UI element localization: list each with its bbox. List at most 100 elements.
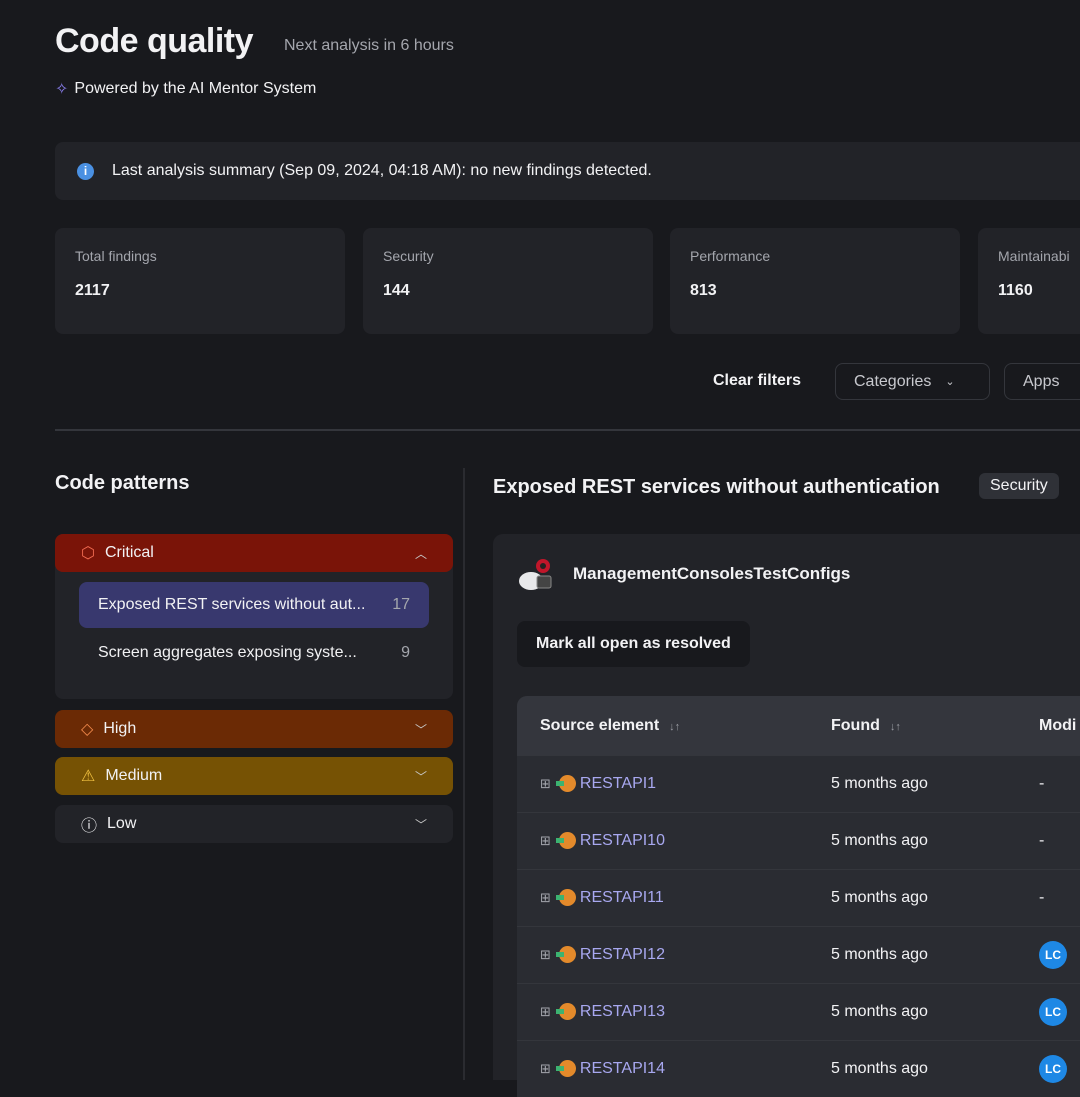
found-value: 5 months ago <box>831 946 928 963</box>
severity-label: Critical <box>104 544 154 561</box>
rest-api-icon <box>555 946 576 964</box>
next-analysis-text: Next analysis in 6 hours <box>284 37 454 54</box>
modified-value: - <box>1039 889 1045 906</box>
table-header: Source element ↓↑ Found ↓↑ Modi <box>517 696 1080 755</box>
chevron-down-icon: ﹀ <box>414 722 427 737</box>
info-icon: i <box>77 162 94 180</box>
stat-card-total[interactable]: Total findings 2117 <box>55 228 345 334</box>
sort-icon[interactable]: ↓↑ <box>889 720 901 733</box>
source-element-link[interactable]: RESTAPI13 <box>579 1003 665 1020</box>
stat-label: Total findings <box>75 248 157 264</box>
pattern-count: 9 <box>401 644 410 661</box>
stat-card-security[interactable]: Security 144 <box>363 228 653 334</box>
severity-high[interactable]: ◇ High ﹀ <box>55 710 453 748</box>
source-element-link[interactable]: RESTAPI10 <box>579 832 665 849</box>
chevron-down-icon: ﹀ <box>414 817 427 832</box>
rest-api-icon <box>555 889 576 907</box>
hierarchy-icon: ⊞ <box>540 776 551 791</box>
categories-dropdown[interactable]: Categories ⌄ <box>835 363 990 400</box>
pattern-label: Screen aggregates exposing syste... <box>98 644 357 661</box>
stat-value: 2117 <box>75 282 110 299</box>
stat-value: 1160 <box>998 282 1033 299</box>
hierarchy-icon: ⊞ <box>540 890 551 905</box>
severity-medium[interactable]: ⚠ Medium ﹀ <box>55 757 453 795</box>
column-modified[interactable]: Modi <box>1039 716 1077 734</box>
severity-label: High <box>103 720 137 737</box>
chevron-up-icon: ︿ <box>414 546 427 561</box>
divider <box>55 429 1080 431</box>
clear-filters-button[interactable]: Clear filters <box>713 372 802 389</box>
categories-label: Categories <box>854 372 932 390</box>
severity-label: Low <box>107 815 137 832</box>
sparkle-icon: ✧ <box>55 81 69 98</box>
pattern-title: Exposed REST services without authentica… <box>493 476 940 498</box>
found-value: 5 months ago <box>831 889 928 906</box>
table-row[interactable]: ⊞ RESTAPI10 5 months ago - <box>517 812 1080 869</box>
avatar[interactable]: LC <box>1039 1055 1067 1083</box>
hierarchy-icon: ⊞ <box>540 1061 551 1076</box>
apps-label: Apps <box>1023 372 1060 390</box>
category-tag: Security <box>979 473 1059 499</box>
stat-label: Security <box>383 248 434 264</box>
severity-low[interactable]: ⓘ Low ﹀ <box>55 805 453 843</box>
pattern-item[interactable]: Screen aggregates exposing syste... 9 <box>79 630 429 676</box>
column-label: Found <box>831 716 880 734</box>
hierarchy-icon: ⊞ <box>540 1004 551 1019</box>
column-source-element[interactable]: Source element ↓↑ <box>540 717 680 735</box>
pattern-label: Exposed REST services without aut... <box>98 596 366 613</box>
stat-value: 813 <box>690 282 717 299</box>
hierarchy-icon: ⊞ <box>540 833 551 848</box>
table-row[interactable]: ⊞ RESTAPI14 5 months ago LC <box>517 1040 1080 1097</box>
found-value: 5 months ago <box>831 775 928 792</box>
table-row[interactable]: ⊞ RESTAPI12 5 months ago LC <box>517 926 1080 983</box>
hierarchy-icon: ⊞ <box>540 947 551 962</box>
stat-card-performance[interactable]: Performance 813 <box>670 228 960 334</box>
severity-critical[interactable]: ⬡ Critical ︿ <box>55 534 453 572</box>
divider <box>463 468 465 1080</box>
stat-value: 144 <box>383 282 410 299</box>
found-value: 5 months ago <box>831 832 928 849</box>
modified-value: - <box>1039 775 1045 792</box>
modified-value: - <box>1039 832 1045 849</box>
severity-label: Medium <box>105 767 163 784</box>
column-label: Source element <box>540 716 660 734</box>
source-element-link[interactable]: RESTAPI11 <box>579 889 664 906</box>
rest-api-icon <box>555 832 576 850</box>
exclamation-circle-icon: ⓘ <box>81 818 98 835</box>
table-row[interactable]: ⊞ RESTAPI13 5 months ago LC <box>517 983 1080 1040</box>
avatar[interactable]: LC <box>1039 941 1067 969</box>
rest-api-icon <box>555 1060 576 1078</box>
pattern-count: 17 <box>392 596 410 613</box>
powered-by-text: Powered by the AI Mentor System <box>74 80 317 97</box>
found-value: 5 months ago <box>831 1060 928 1077</box>
page-title: Code quality <box>55 22 254 60</box>
chevron-down-icon: ⌄ <box>945 376 955 388</box>
powered-by: ✧ Powered by the AI Mentor System <box>55 79 316 99</box>
found-value: 5 months ago <box>831 1003 928 1020</box>
avatar[interactable]: LC <box>1039 998 1067 1026</box>
app-name: ManagementConsolesTestConfigs <box>573 564 851 583</box>
column-found[interactable]: Found ↓↑ <box>831 717 901 735</box>
analysis-banner: i Last analysis summary (Sep 09, 2024, 04… <box>55 142 1080 200</box>
mark-all-resolved-button[interactable]: Mark all open as resolved <box>517 621 750 667</box>
source-element-link[interactable]: RESTAPI1 <box>579 775 657 792</box>
apps-dropdown[interactable]: Apps <box>1004 363 1080 400</box>
banner-text: Last analysis summary (Sep 09, 2024, 04:… <box>112 162 652 179</box>
stat-label: Performance <box>690 248 771 264</box>
source-element-link[interactable]: RESTAPI12 <box>579 946 665 963</box>
critical-icon: ⬡ <box>81 545 95 562</box>
warning-icon: ⚠ <box>81 768 96 785</box>
rest-api-icon <box>555 775 576 793</box>
stat-card-maintainability[interactable]: Maintainabi 1160 <box>978 228 1080 334</box>
code-patterns-title: Code patterns <box>55 472 190 494</box>
app-icon <box>517 556 557 596</box>
high-icon: ◇ <box>81 721 94 738</box>
stat-label: Maintainabi <box>998 248 1070 264</box>
table-row[interactable]: ⊞ RESTAPI1 5 months ago - <box>517 755 1080 812</box>
table-row[interactable]: ⊞ RESTAPI11 5 months ago - <box>517 869 1080 926</box>
pattern-item-selected[interactable]: Exposed REST services without aut... 17 <box>79 582 429 628</box>
sort-icon[interactable]: ↓↑ <box>669 720 681 733</box>
chevron-down-icon: ﹀ <box>414 769 427 784</box>
rest-api-icon <box>555 1003 576 1021</box>
source-element-link[interactable]: RESTAPI14 <box>579 1060 665 1077</box>
